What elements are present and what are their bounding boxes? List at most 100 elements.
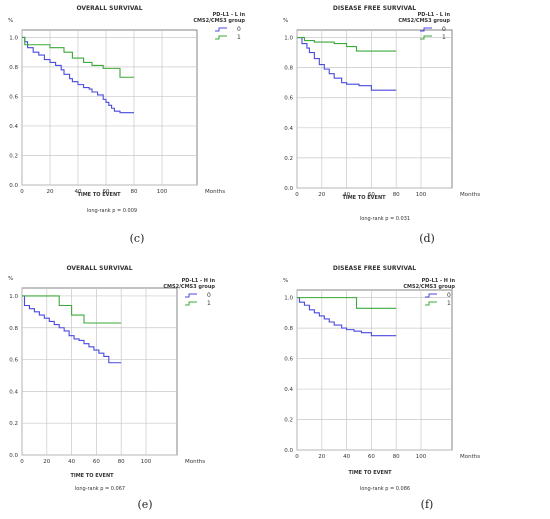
y-tick-label: 0.2 — [284, 156, 293, 162]
x-tick-label: 20 — [47, 189, 54, 195]
legend-swatch — [420, 27, 432, 32]
x-tick-label: 80 — [118, 459, 125, 465]
series-line-1 — [297, 36, 397, 52]
y-tick-label: 0.6 — [9, 94, 18, 100]
y-tick-label: 0.4 — [9, 389, 18, 395]
x-tick-label: 0 — [295, 192, 299, 198]
x-axis-unit: Months — [460, 454, 480, 460]
x-tick-label: 80 — [393, 192, 400, 198]
log-rank-note: long-rank p = 0.031 — [360, 216, 410, 222]
x-tick-label: 60 — [93, 459, 100, 465]
y-tick-label: 1.0 — [9, 294, 18, 300]
legend-swatch — [185, 301, 197, 306]
y-tick-label: 0.0 — [284, 186, 293, 192]
x-axis-label: TIME TO EVENT — [348, 470, 392, 476]
y-tick-label: 0.4 — [9, 124, 18, 130]
legend-entry: 0 — [207, 292, 211, 299]
panel-caption: (d) — [419, 232, 435, 245]
legend-swatch — [425, 301, 437, 306]
y-tick-label: 0.4 — [284, 126, 293, 132]
plot-area — [21, 29, 198, 186]
chart-title: OVERALL SURVIVAL — [76, 5, 142, 12]
log-rank-note: long-rank p = 0.086 — [360, 486, 410, 492]
plot-area — [296, 289, 453, 451]
x-tick-label: 60 — [368, 192, 375, 198]
chart-disease-free-survival-high: DISEASE FREE SURVIVAL 0.0 0.2 0.4 0.6 0.8 1.0 0… — [283, 265, 480, 511]
y-tick-label: 0.8 — [284, 66, 293, 72]
series-line-1 — [297, 297, 397, 309]
x-axis-label: TIME TO EVENT — [77, 192, 121, 198]
x-tick-label: 20 — [318, 454, 325, 460]
x-axis-label: TIME TO EVENT — [342, 195, 386, 201]
legend-entry: 1 — [237, 34, 241, 41]
panel-caption: (e) — [137, 498, 152, 511]
x-tick-label: 40 — [68, 459, 75, 465]
chart-overall-survival-low: OVERALL SURVIVAL 0.0 0.2 0.4 0.6 0.8 1.0 0 20 40 6… — [8, 5, 246, 245]
x-tick-label: 80 — [393, 454, 400, 460]
legend-entry: 0 — [442, 26, 446, 33]
y-tick-label: 0.0 — [9, 453, 18, 459]
x-axis-unit: Months — [205, 189, 225, 195]
legend-swatch — [185, 293, 197, 298]
y-tick-label: 1.0 — [284, 296, 293, 302]
plot-area — [296, 29, 453, 189]
y-tick-label: 0.8 — [9, 326, 18, 332]
series-line-0 — [297, 36, 397, 91]
y-tick-label: 0.4 — [284, 387, 293, 393]
chart-overall-survival-high: OVERALL SURVIVAL 0.0 0.2 0.4 0.6 0.8 1.0 0 20 40 6… — [8, 265, 215, 511]
y-tick-label: 1.0 — [9, 35, 18, 41]
log-rank-note: long-rank p = 0.009 — [87, 208, 137, 214]
legend-entry: 0 — [237, 26, 241, 33]
chart-title: DISEASE FREE SURVIVAL — [333, 5, 416, 12]
legend-entry: 1 — [442, 34, 446, 41]
legend-title: CMS2/CMS3 group — [403, 284, 455, 290]
x-tick-label: 100 — [416, 192, 427, 198]
x-tick-label: 60 — [368, 454, 375, 460]
y-axis-label: % — [8, 276, 13, 282]
series-line-1 — [22, 295, 122, 324]
x-tick-label: 20 — [318, 192, 325, 198]
legend-title: CMS2/CMS3 group — [193, 18, 245, 24]
x-tick-label: 40 — [343, 454, 350, 460]
y-tick-label: 0.2 — [284, 418, 293, 424]
x-tick-label: 0 — [20, 189, 24, 195]
y-tick-label: 0.0 — [9, 183, 18, 189]
chart-title: OVERALL SURVIVAL — [66, 265, 132, 272]
chart-disease-free-survival-low: DISEASE FREE SURVIVAL 0.0 0.2 0.4 0.6 0.8 1.0 0… — [283, 5, 480, 245]
legend-entry: 1 — [207, 300, 211, 307]
y-axis-label: % — [283, 18, 288, 24]
x-tick-label: 0 — [295, 454, 299, 460]
y-tick-label: 0.6 — [284, 96, 293, 102]
plot-area — [21, 287, 178, 456]
series-line-0 — [22, 295, 122, 364]
legend-entry: 0 — [447, 292, 451, 299]
legend-title: CMS2/CMS3 group — [398, 18, 450, 24]
y-axis-label: % — [8, 18, 13, 24]
legend-swatch — [215, 27, 227, 32]
legend-title: PD-L1 - L in — [213, 12, 246, 18]
x-tick-label: 100 — [416, 454, 427, 460]
x-tick-label: 100 — [157, 189, 168, 195]
x-axis-label: TIME TO EVENT — [70, 473, 114, 479]
log-rank-note: long-rank p = 0.067 — [75, 486, 125, 492]
x-tick-label: 40 — [75, 189, 82, 195]
legend-swatch — [425, 293, 437, 298]
y-axis-label: % — [283, 278, 288, 284]
legend-title: PD-L1 - H in — [422, 278, 456, 284]
x-tick-label: 100 — [141, 459, 152, 465]
series-line-0 — [297, 297, 397, 337]
x-tick-label: 20 — [43, 459, 50, 465]
y-tick-label: 0.2 — [9, 421, 18, 427]
x-tick-label: 40 — [343, 192, 350, 198]
panel-caption: (f) — [421, 498, 434, 511]
series-line-1 — [22, 36, 134, 78]
x-tick-label: 80 — [131, 189, 138, 195]
y-tick-label: 0.8 — [9, 65, 18, 71]
x-tick-label: 60 — [103, 189, 110, 195]
legend-swatch — [420, 35, 432, 40]
chart-title: DISEASE FREE SURVIVAL — [333, 265, 416, 272]
y-tick-label: 0.0 — [284, 448, 293, 454]
x-axis-unit: Months — [185, 459, 205, 465]
y-tick-label: 0.6 — [284, 357, 293, 363]
y-tick-label: 0.8 — [284, 326, 293, 332]
